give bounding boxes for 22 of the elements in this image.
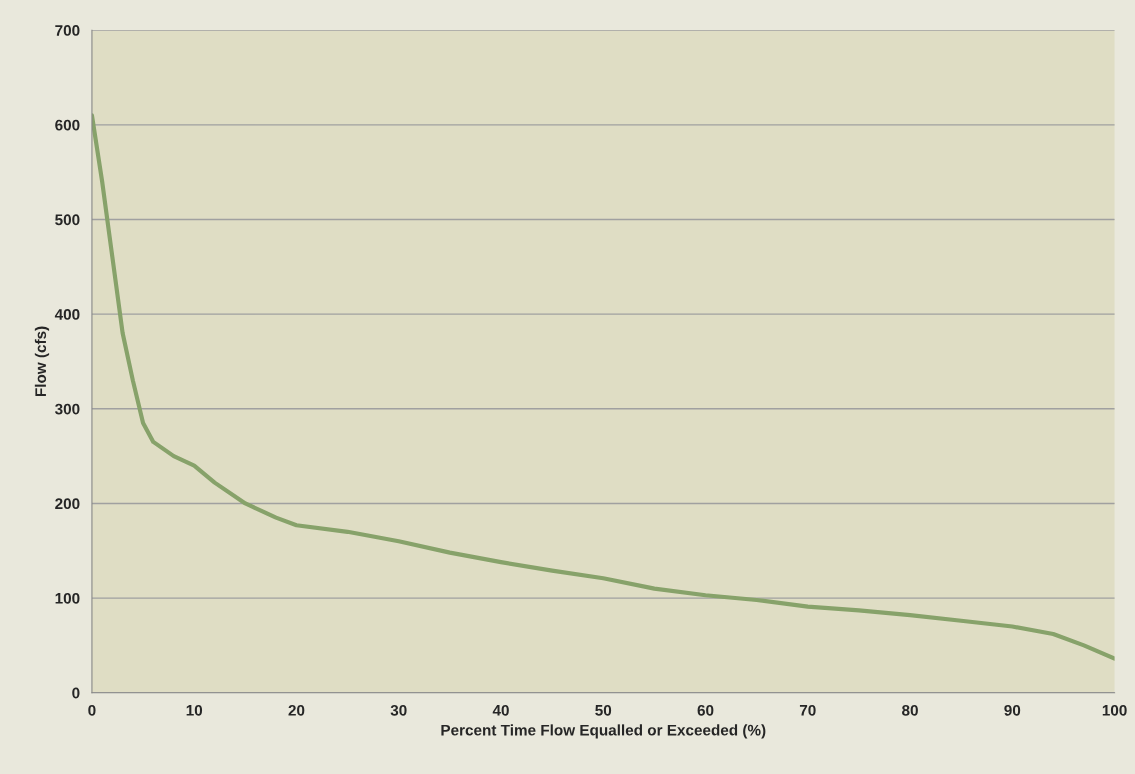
- x-tick-label: 20: [288, 704, 305, 716]
- y-tick-label: 700: [55, 25, 80, 36]
- y-axis-title: Flow (cfs): [34, 326, 50, 397]
- line-series: [91, 113, 1115, 661]
- y-tick-label: 300: [54, 403, 80, 415]
- x-tick-label: 100: [1102, 704, 1127, 716]
- x-tick-label: 0: [88, 704, 96, 716]
- x-tick-label: 10: [186, 704, 203, 716]
- y-tick-label: 600: [55, 119, 80, 131]
- y-tick-label: 200: [55, 498, 80, 510]
- x-tick-label: 90: [1004, 704, 1021, 716]
- x-tick-label: 40: [492, 704, 509, 716]
- y-tick-label: 0: [72, 687, 80, 699]
- x-tick-label: 30: [390, 704, 407, 716]
- x-tick-label: 60: [697, 704, 714, 716]
- x-tick-label: 50: [595, 704, 612, 716]
- y-tick-label: 400: [54, 309, 80, 320]
- y-tick-label: 500: [55, 214, 80, 226]
- x-tick-label: 70: [799, 704, 816, 716]
- x-axis-title: Percent Time Flow Equalled or Exceeded (%): [441, 724, 766, 739]
- x-tick-label: 80: [902, 704, 918, 716]
- y-tick-label: 100: [55, 592, 80, 604]
